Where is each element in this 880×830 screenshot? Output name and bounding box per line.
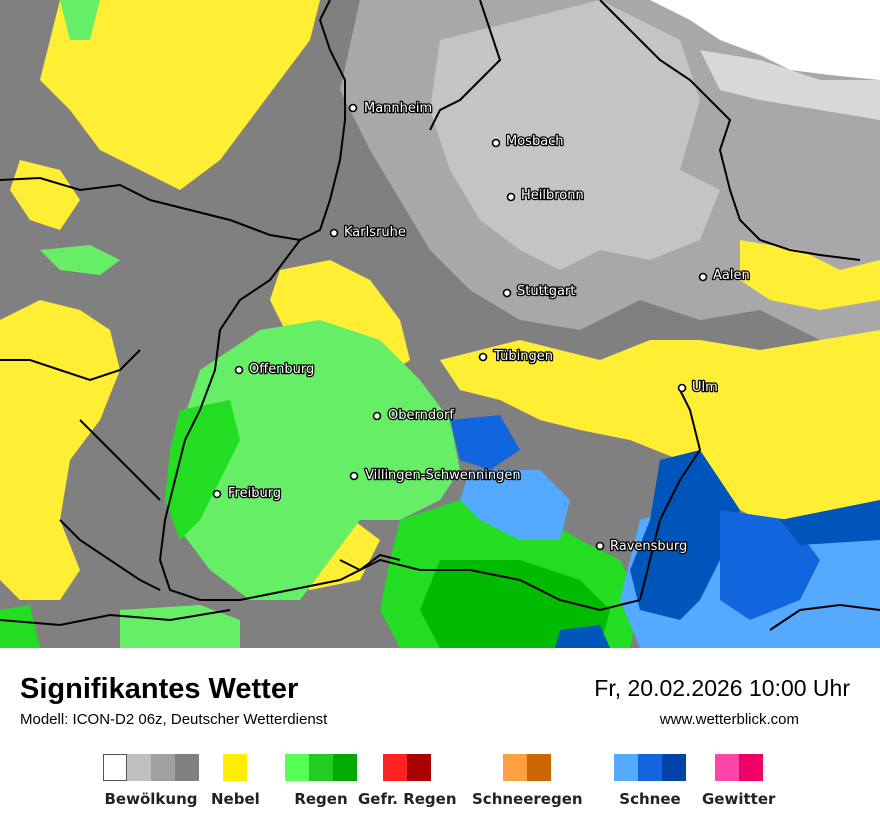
snow-areas: [450, 415, 880, 648]
city-villingen-schwenningen: Villingen-Schwenningen: [349, 467, 522, 484]
map-title: Signifikantes Wetter: [20, 673, 299, 705]
city-heilbronn: Heilbronn: [506, 187, 585, 204]
legend-swatch: [103, 754, 127, 781]
legend-swatches: [383, 754, 432, 781]
rain-areas: [0, 0, 640, 648]
legend-label: Schnee: [619, 790, 681, 808]
legend-swatch: [127, 754, 151, 781]
legend-swatch: [223, 754, 248, 781]
city-label-offenburg: Offenburg: [249, 362, 314, 377]
legend-swatch: [407, 754, 432, 781]
city-tuebingen: Tübingen: [478, 348, 554, 365]
city-stuttgart: Stuttgart: [502, 283, 577, 300]
legend-swatches: [285, 754, 357, 781]
legend-regen: Regen: [285, 754, 357, 808]
legend-label: Gewitter: [702, 790, 776, 808]
legend-gefr-regen: Gefr. Regen: [358, 754, 457, 808]
city-label-ulm: Ulm: [692, 380, 718, 395]
cloud-light-area: [430, 0, 720, 270]
city-ravensburg: Ravensburg: [595, 538, 689, 555]
city-ulm: Ulm: [677, 379, 719, 396]
weather-map: Mannheim Mosbach Heilbronn Karlsruhe Aal…: [0, 0, 880, 648]
legend-swatches: [714, 754, 763, 781]
legend-swatches: [503, 754, 552, 781]
city-karlsruhe: Karlsruhe: [329, 224, 407, 241]
city-label-mannheim: Mannheim: [364, 101, 432, 116]
city-label-oberndorf: Oberndorf: [388, 408, 454, 423]
legend-label: Gefr. Regen: [358, 790, 457, 808]
legend-swatch: [383, 754, 408, 781]
city-label-aalen: Aalen: [713, 268, 750, 283]
legend-swatches: [103, 754, 199, 781]
legend-swatches: [223, 754, 248, 781]
legend-schneeregen: Schneeregen: [472, 754, 583, 808]
legend-swatch: [527, 754, 552, 781]
city-markers: Mannheim Mosbach Heilbronn Karlsruhe Aal…: [212, 100, 751, 555]
city-label-mosbach: Mosbach: [506, 134, 564, 149]
legend-label: Regen: [294, 790, 348, 808]
legend-label: Nebel: [211, 790, 260, 808]
city-freiburg: Freiburg: [212, 485, 282, 502]
city-label-karlsruhe: Karlsruhe: [344, 225, 406, 240]
legend-swatch: [714, 754, 739, 781]
city-label-heilbronn: Heilbronn: [521, 188, 584, 203]
model-info: Modell: ICON-D2 06z, Deutscher Wetterdie…: [20, 711, 328, 728]
city-mannheim: Mannheim: [348, 100, 433, 117]
legend-swatch: [285, 754, 309, 781]
state-borders: [0, 0, 880, 631]
weather-map-canvas: Mannheim Mosbach Heilbronn Karlsruhe Aal…: [0, 0, 880, 648]
city-aalen: Aalen: [698, 267, 751, 284]
legend-swatch: [309, 754, 333, 781]
website-link: www.wetterblick.com: [659, 711, 799, 728]
city-mosbach: Mosbach: [491, 133, 565, 150]
city-label-villingen-schwenningen: Villingen-Schwenningen: [365, 468, 521, 483]
legend-swatch: [614, 754, 638, 781]
legend-swatch: [151, 754, 175, 781]
legend-gewitter: Gewitter: [702, 754, 775, 808]
city-offenburg: Offenburg: [234, 361, 316, 378]
city-label-tuebingen: Tübingen: [493, 349, 553, 364]
legend-swatch: [638, 754, 662, 781]
city-oberndorf: Oberndorf: [372, 407, 456, 424]
forecast-datetime: Fr, 20.02.2026 10:00 Uhr: [594, 675, 850, 701]
city-label-stuttgart: Stuttgart: [517, 284, 575, 299]
legend-schnee: Schnee: [614, 754, 686, 808]
legend-label: Schneeregen: [472, 790, 583, 808]
legend-swatch: [738, 754, 763, 781]
city-label-freiburg: Freiburg: [228, 486, 281, 501]
legend-swatch: [175, 754, 199, 781]
legend-swatch: [333, 754, 357, 781]
clear-sky-area: [650, 0, 880, 80]
city-label-ravensburg: Ravensburg: [610, 539, 687, 554]
legend-label: Bewölkung: [104, 790, 198, 808]
legend-bewoelkung: Bewölkung: [103, 754, 199, 808]
legend-nebel: Nebel: [211, 754, 260, 808]
legend-swatch: [503, 754, 528, 781]
legend-swatches: [614, 754, 686, 781]
map-footer: Signifikantes Wetter Modell: ICON-D2 06z…: [0, 648, 880, 830]
legend-swatch: [662, 754, 686, 781]
